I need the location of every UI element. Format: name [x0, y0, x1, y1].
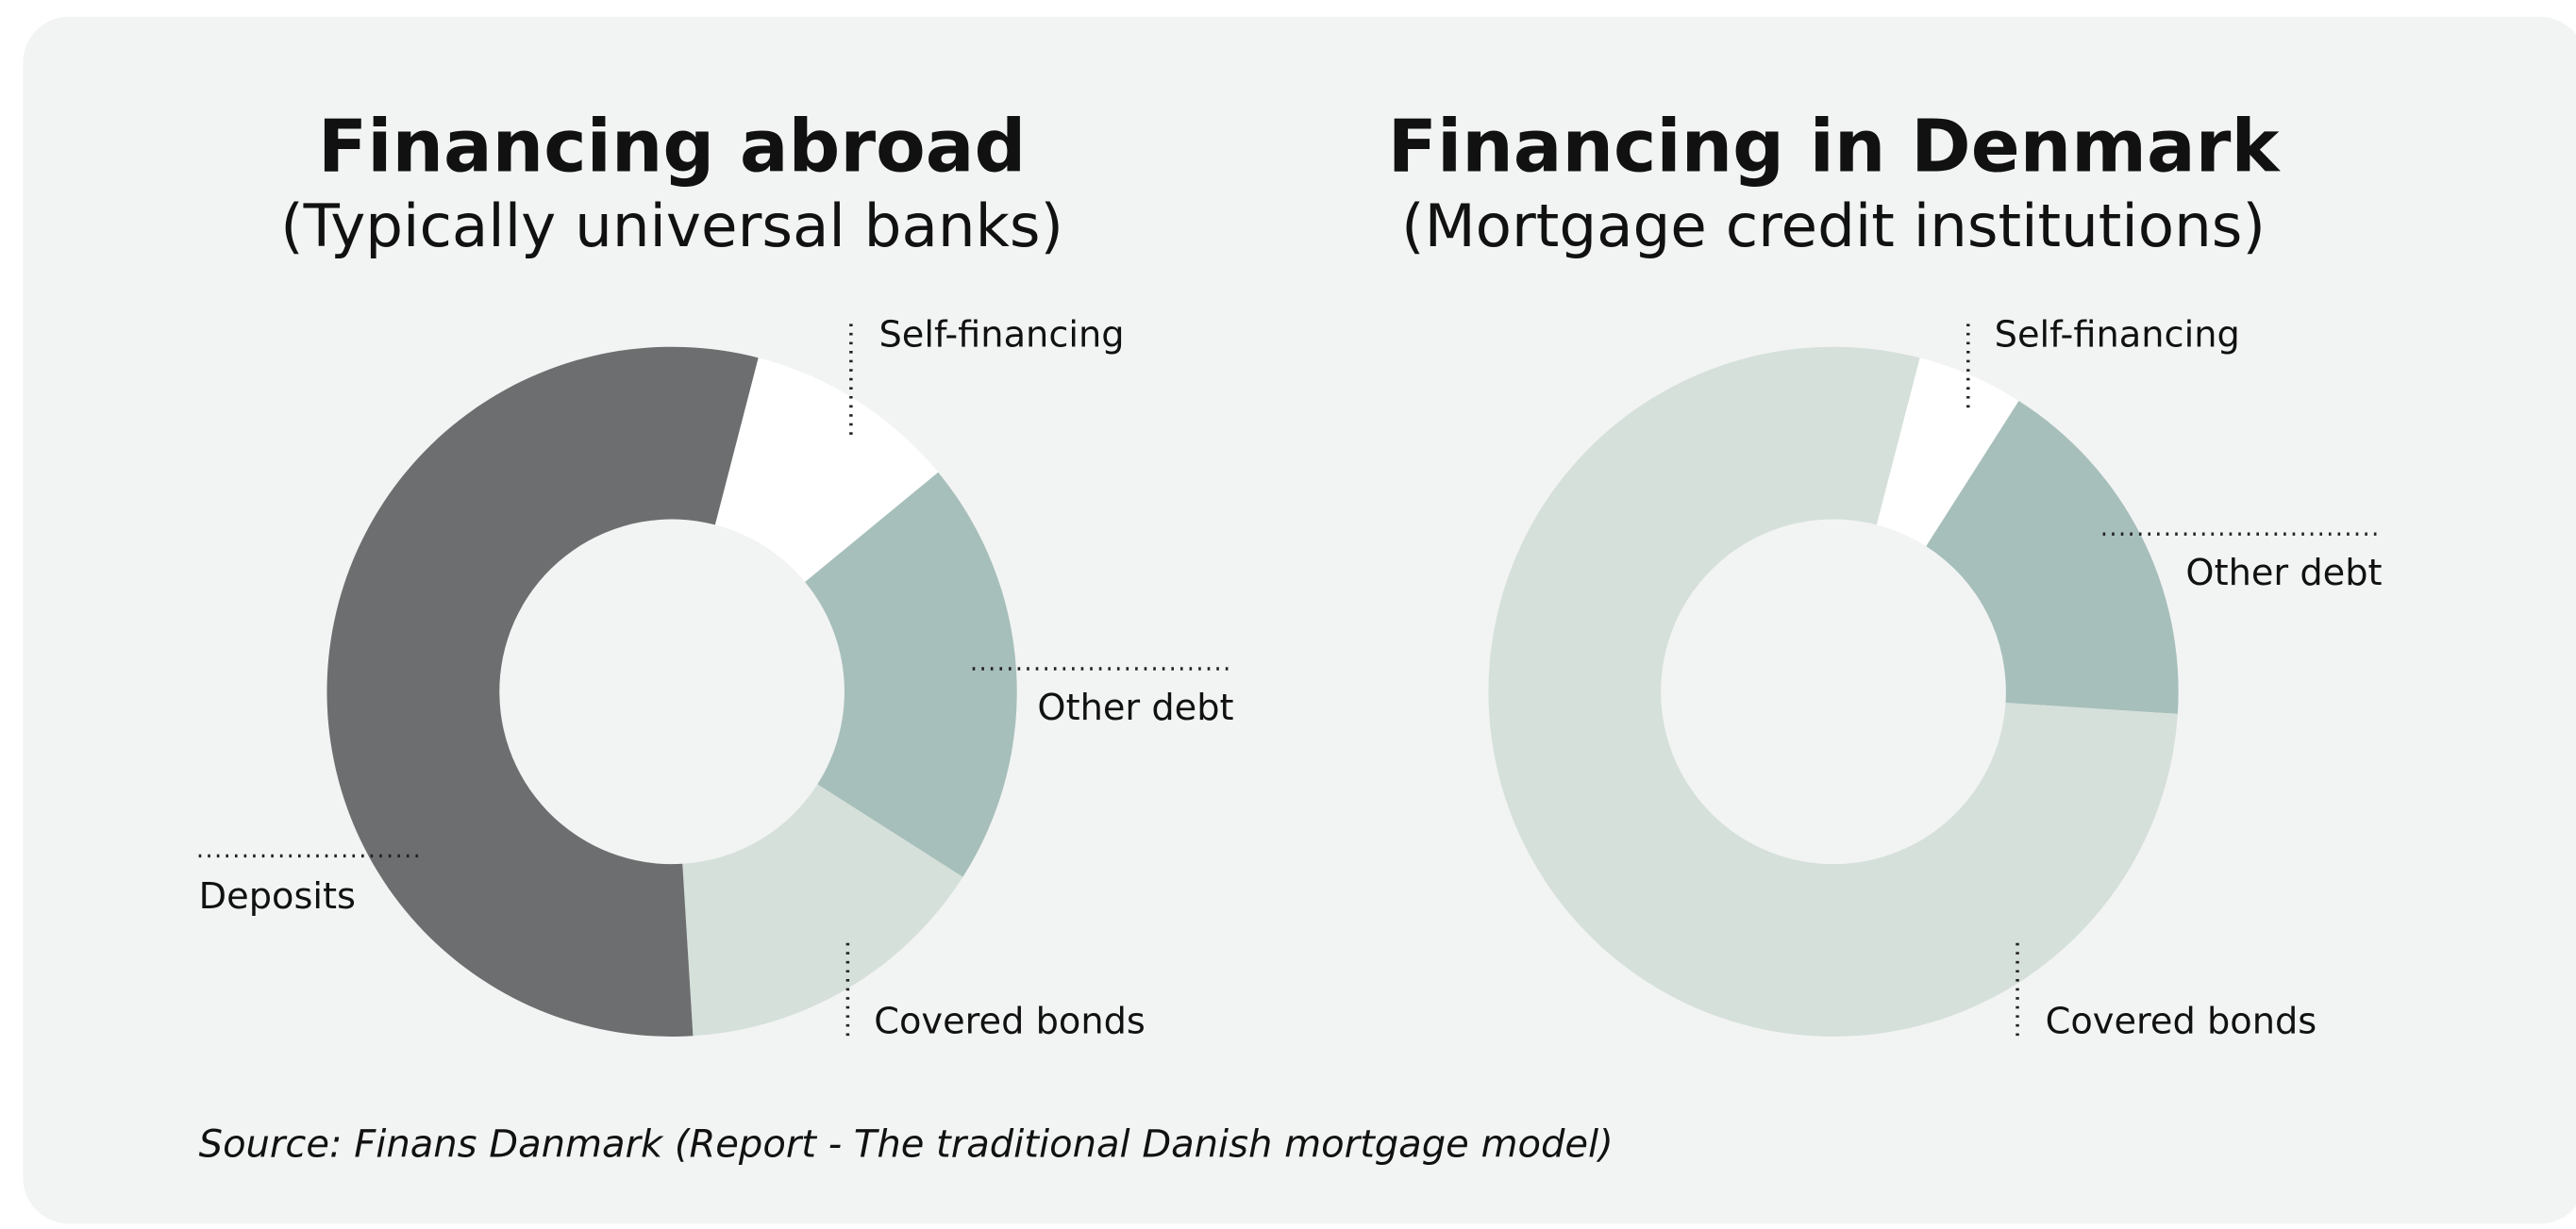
donut-slice	[1876, 357, 2019, 547]
donut-slice	[805, 472, 1017, 877]
donut-slice	[714, 357, 939, 583]
slice-label: Other debt	[2185, 552, 2382, 594]
source-note: Source: Finans Danmark (Report - The tra…	[199, 1123, 1614, 1167]
slice-label: Covered bonds	[874, 1001, 1146, 1043]
slice-label: Self-financing	[878, 314, 1124, 357]
donut-slice	[1926, 400, 2179, 714]
chart-title: Financing in Denmark	[1388, 106, 2282, 190]
chart-subtitle: (Mortgage credit institutions)	[1401, 191, 2266, 260]
chart-title: Financing abroad	[318, 106, 1026, 190]
donut-slice	[1488, 346, 2178, 1037]
slice-label: Other debt	[1037, 687, 1233, 729]
slice-label: Deposits	[199, 875, 356, 918]
slice-label: Covered bonds	[2046, 1001, 2317, 1043]
donut-slice	[682, 784, 963, 1037]
slice-label: Self-financing	[1995, 314, 2240, 357]
chart-subtitle: (Typically universal banks)	[280, 191, 1063, 260]
donut-slice	[326, 346, 759, 1037]
